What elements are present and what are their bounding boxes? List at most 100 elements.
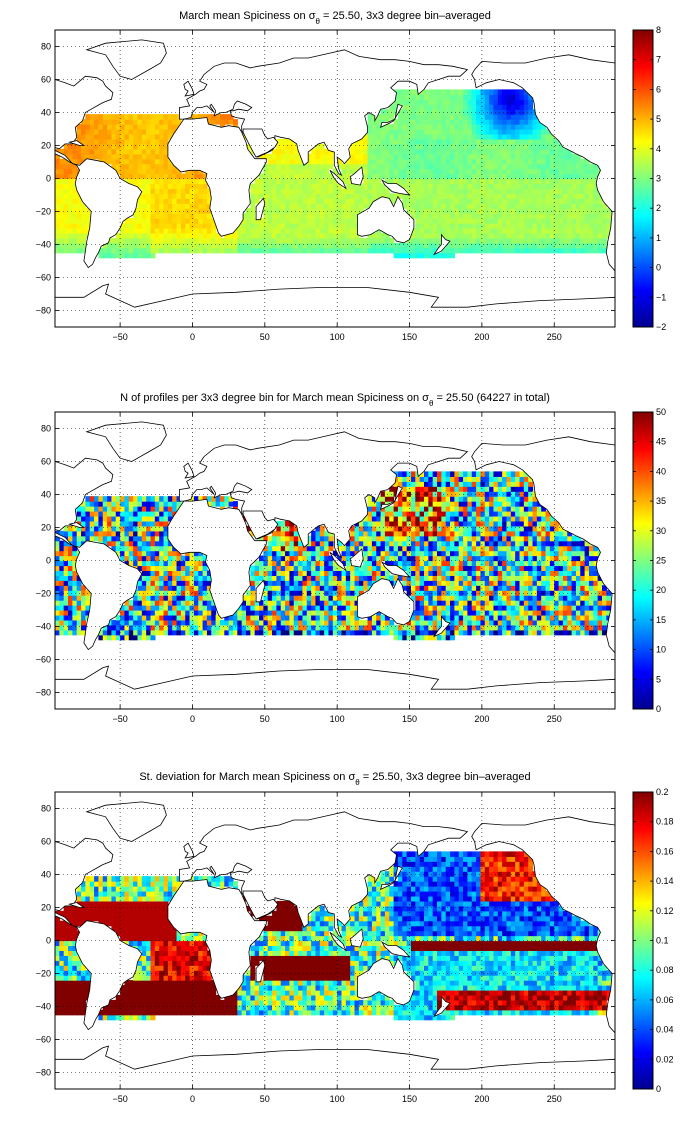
heatmap-cell	[415, 570, 420, 576]
heatmap-cell	[559, 213, 564, 219]
heatmap-cell	[498, 218, 503, 224]
heatmap-cell	[537, 193, 542, 199]
heatmap-cell	[454, 129, 459, 135]
heatmap-cell	[363, 561, 368, 567]
heatmap-cell	[433, 620, 438, 626]
heatmap-cell	[298, 630, 303, 636]
heatmap-cell	[77, 630, 82, 636]
heatmap-cell	[168, 595, 173, 601]
heatmap-cell	[450, 169, 455, 175]
heatmap-cell	[428, 139, 433, 145]
heatmap-cell	[472, 208, 477, 214]
heatmap-cell	[55, 546, 60, 552]
heatmap-cell	[181, 620, 186, 626]
heatmap-cell	[472, 179, 477, 185]
heatmap-cell	[272, 541, 277, 547]
heatmap-cell	[272, 625, 277, 631]
coastline	[87, 40, 167, 80]
heatmap-cell	[337, 630, 342, 636]
heatmap-cell	[198, 580, 203, 586]
heatmap-cell	[467, 610, 472, 616]
heatmap-cell	[307, 203, 312, 209]
heatmap-cell	[350, 585, 355, 591]
heatmap-cell	[389, 109, 394, 115]
heatmap-cell	[315, 243, 320, 249]
heatmap-cell	[450, 109, 455, 115]
heatmap-cell	[402, 124, 407, 130]
heatmap-cell	[420, 139, 425, 145]
heatmap-cell	[168, 213, 173, 219]
heatmap-cell	[515, 129, 520, 135]
heatmap-cell	[116, 139, 121, 145]
heatmap-cell	[168, 119, 173, 125]
heatmap-cell	[433, 476, 438, 482]
heatmap-cell	[164, 228, 169, 234]
heatmap-cell	[524, 94, 529, 100]
heatmap-cell	[502, 149, 507, 155]
heatmap-cell	[402, 119, 407, 125]
heatmap-cell	[64, 213, 69, 219]
heatmap-cell	[333, 625, 338, 631]
heatmap-cell	[480, 99, 485, 105]
heatmap-cell	[407, 124, 412, 130]
heatmap-cell	[159, 585, 164, 591]
heatmap-cell	[129, 169, 134, 175]
heatmap-cell	[454, 233, 459, 239]
heatmap-cell	[433, 99, 438, 105]
heatmap-cell	[207, 218, 212, 224]
heatmap-cell	[198, 238, 203, 244]
heatmap-cell	[520, 144, 525, 150]
heatmap-cell	[489, 129, 494, 135]
heatmap-cell	[168, 193, 173, 199]
heatmap-cell	[159, 223, 164, 229]
heatmap-cell	[155, 198, 160, 204]
heatmap-cell	[164, 218, 169, 224]
heatmap-cell	[172, 615, 177, 621]
heatmap-cell	[194, 188, 199, 194]
heatmap-cell	[268, 615, 273, 621]
heatmap-cell	[368, 198, 373, 204]
heatmap-cell	[541, 243, 546, 249]
heatmap-cell	[302, 585, 307, 591]
heatmap-cell	[454, 486, 459, 492]
heatmap-cell	[85, 124, 90, 130]
heatmap-cell	[389, 531, 394, 537]
heatmap-cell	[289, 610, 294, 616]
heatmap-cell	[428, 501, 433, 507]
heatmap-cell	[511, 139, 516, 145]
heatmap-cell	[385, 169, 390, 175]
heatmap-cell	[559, 164, 564, 170]
heatmap-cell	[489, 99, 494, 105]
heatmap-cell	[137, 248, 142, 254]
heatmap-cell	[107, 243, 112, 249]
heatmap-cell	[420, 615, 425, 621]
heatmap-cell	[72, 620, 77, 626]
heatmap-cell	[493, 228, 498, 234]
heatmap-cell	[164, 575, 169, 581]
heatmap-cell	[355, 630, 360, 636]
heatmap-cell	[389, 149, 394, 155]
heatmap-cell	[368, 119, 373, 125]
heatmap-cell	[55, 248, 60, 254]
heatmap-cell	[72, 630, 77, 636]
heatmap-cell	[168, 129, 173, 135]
heatmap-cell	[181, 570, 186, 576]
heatmap-cell	[389, 139, 394, 145]
heatmap-cell	[142, 213, 147, 219]
heatmap-cell	[598, 238, 603, 244]
heatmap-cell	[467, 605, 472, 611]
heatmap-cell	[324, 228, 329, 234]
heatmap-cell	[363, 541, 368, 547]
heatmap-cell	[164, 203, 169, 209]
heatmap-cell	[289, 233, 294, 239]
heatmap-cell	[485, 159, 490, 165]
heatmap-cell	[433, 531, 438, 537]
heatmap-cell	[342, 198, 347, 204]
heatmap-cell	[315, 193, 320, 199]
heatmap-cell	[533, 228, 538, 234]
heatmap-cell	[363, 531, 368, 537]
heatmap-cell	[368, 134, 373, 140]
heatmap-cell	[441, 183, 446, 189]
heatmap-cell	[528, 203, 533, 209]
heatmap-cell	[307, 630, 312, 636]
